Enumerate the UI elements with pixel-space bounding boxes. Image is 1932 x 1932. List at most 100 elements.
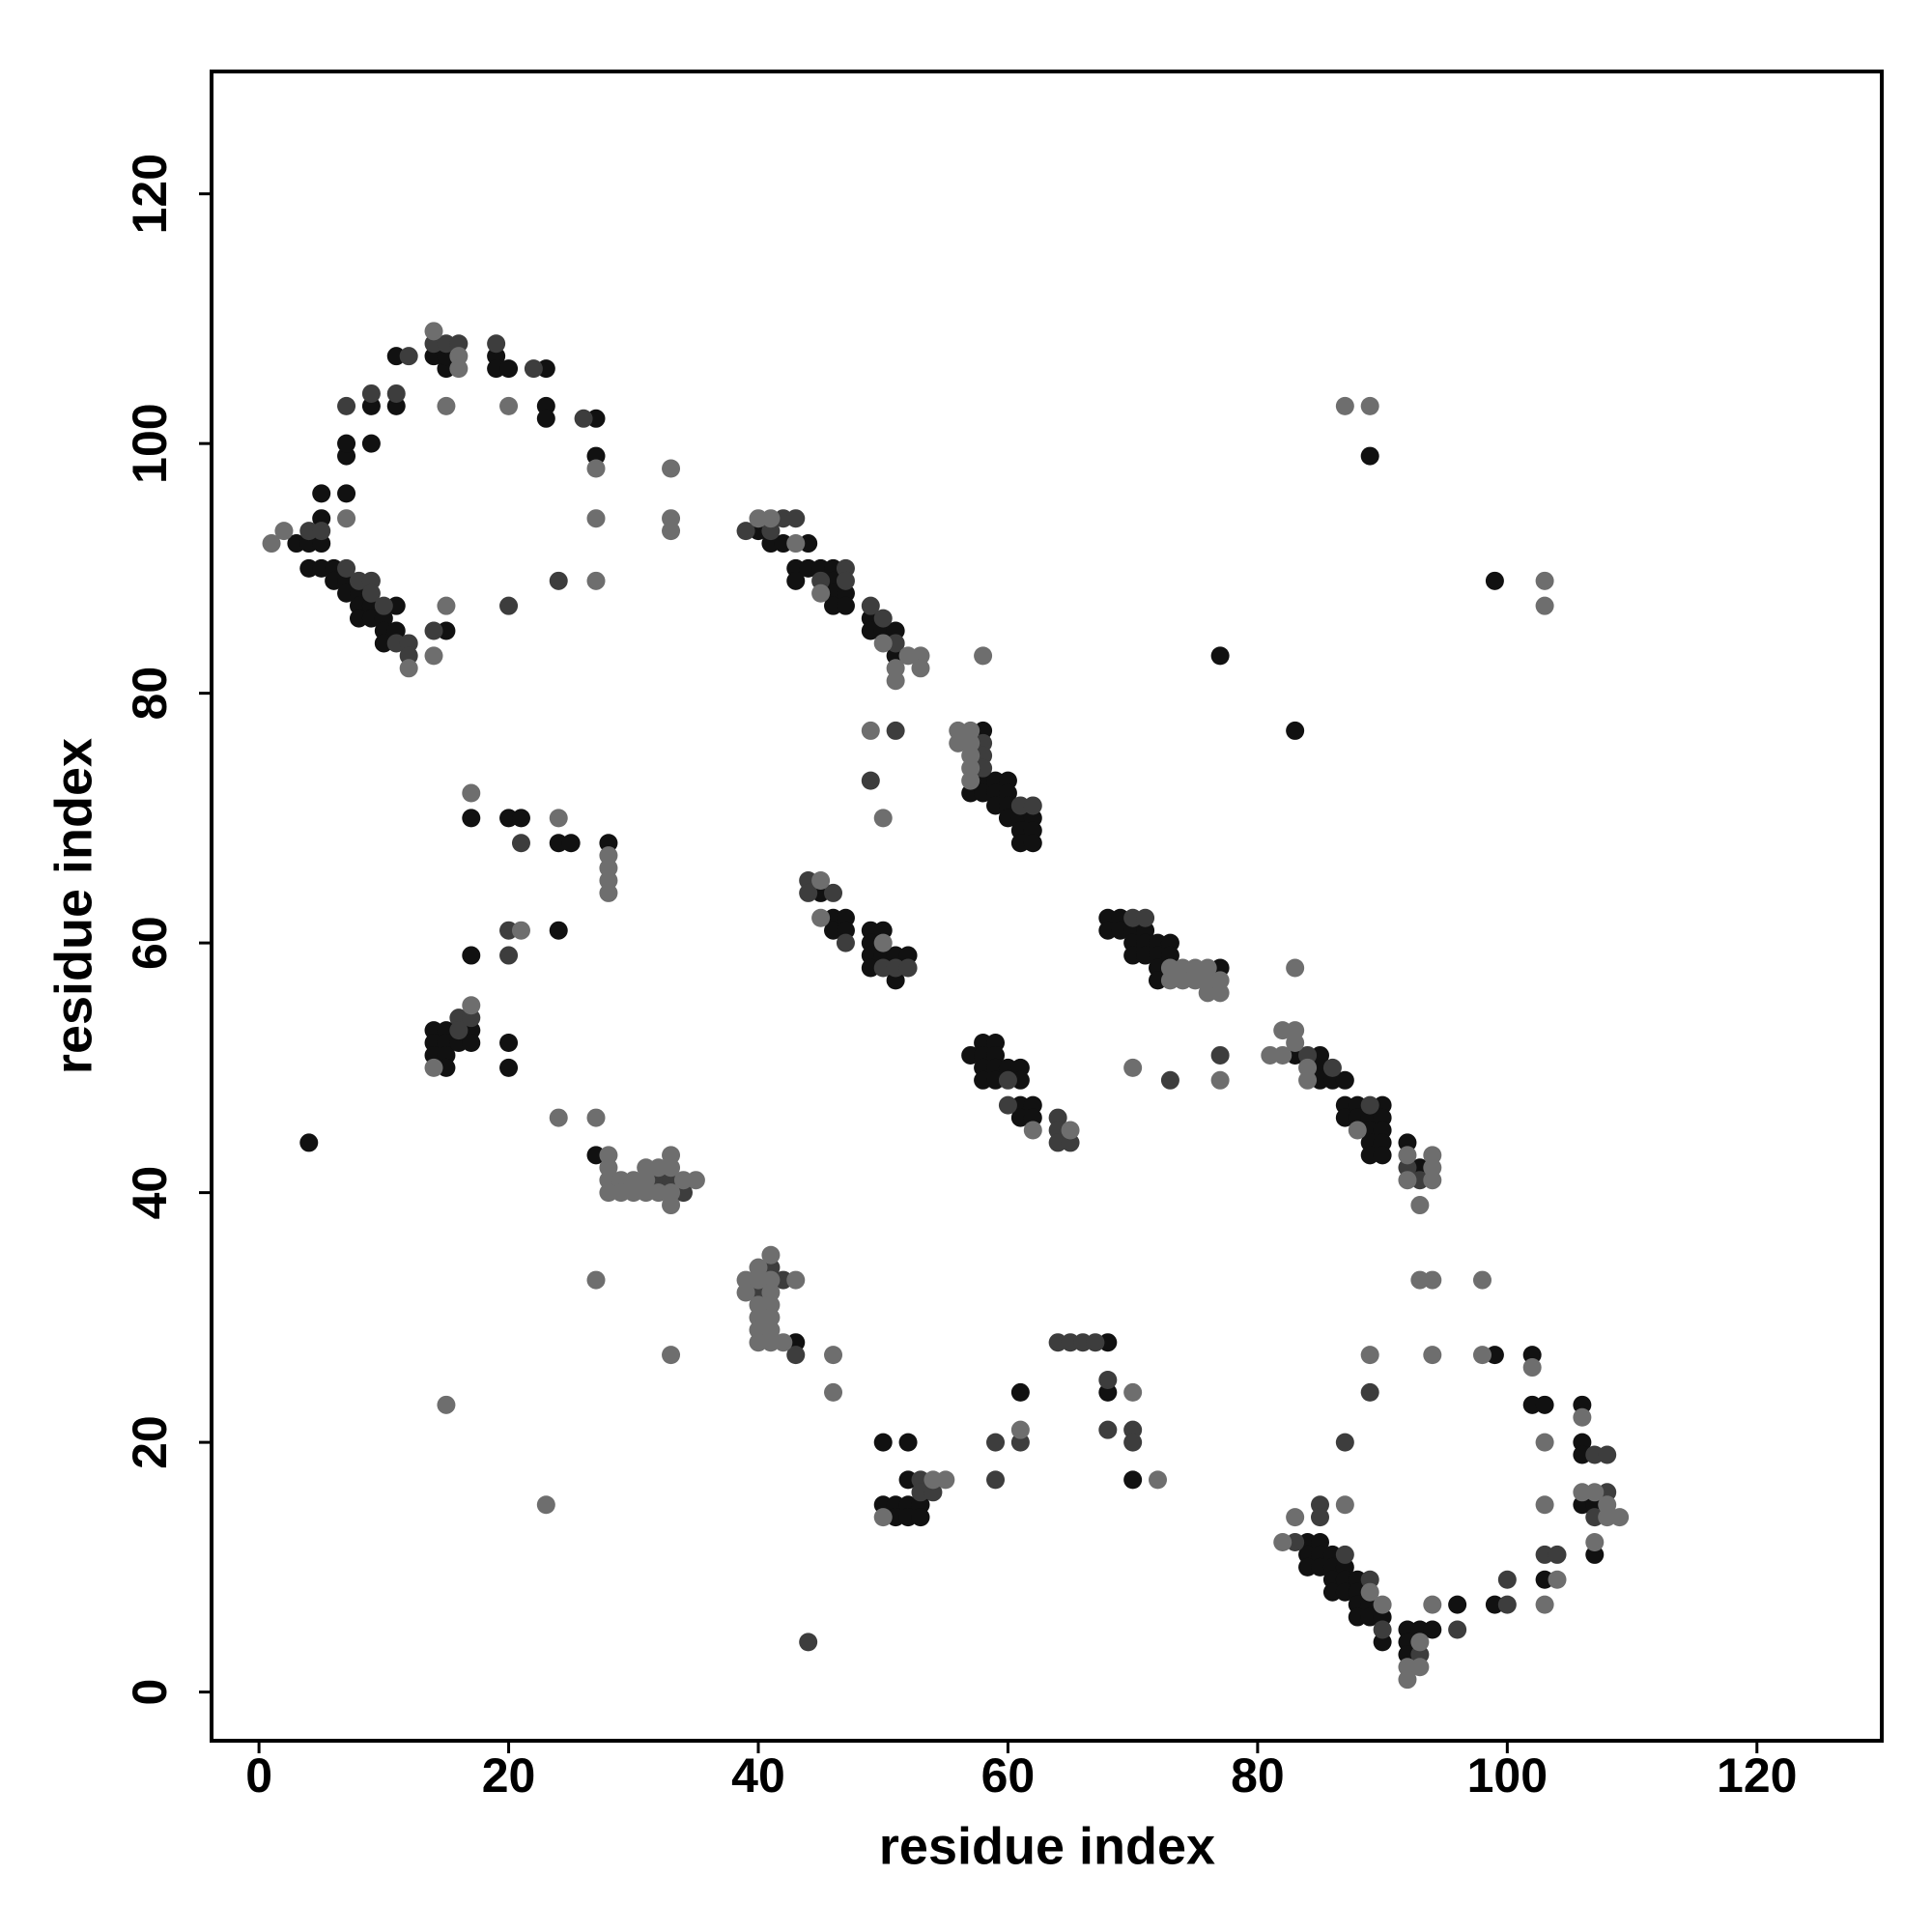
point [824,1346,843,1365]
plot-frame [210,70,1884,1743]
point [786,571,806,590]
point [499,1058,519,1077]
point [1535,1433,1554,1452]
point [424,621,443,640]
point [1585,1533,1605,1552]
point [873,609,893,628]
point [462,946,481,965]
point [499,359,519,379]
point [861,771,880,790]
point [437,1395,456,1414]
point [786,509,806,528]
point [1360,1382,1379,1402]
point [1423,1171,1442,1190]
point [337,558,356,578]
point [1160,1070,1179,1090]
point [337,509,356,528]
point [274,522,294,541]
point [586,509,606,528]
point [1310,1508,1329,1527]
point [1535,571,1554,590]
point [536,409,555,428]
point [312,522,331,541]
point [586,459,606,478]
point [399,347,418,366]
point [386,384,406,403]
point [898,1433,918,1452]
point [462,996,481,1015]
point [424,646,443,666]
point [1585,1483,1605,1502]
point [1123,1058,1143,1077]
point [586,1108,606,1127]
point [1410,1658,1430,1677]
point [1210,646,1230,666]
point [662,1346,681,1365]
point [786,1346,806,1365]
point [361,583,381,603]
point [1023,834,1042,853]
point [499,596,519,615]
point [1535,1395,1554,1414]
point [911,1508,930,1527]
point [1210,1070,1230,1090]
point [1286,958,1305,978]
point [1573,1407,1592,1427]
point [437,596,456,615]
point [1535,596,1554,615]
point [1535,1495,1554,1515]
point [1448,1595,1467,1614]
point [1286,721,1305,740]
y-tick-label: 80 [123,667,177,721]
point [299,1133,319,1152]
point [824,883,843,902]
point [312,484,331,503]
point [1398,1146,1417,1165]
point [549,921,568,940]
point [1497,1570,1517,1589]
point [549,571,568,590]
point [1123,1433,1143,1452]
y-tick-label: 40 [123,1166,177,1220]
point [1423,1620,1442,1639]
point [499,946,519,965]
point [1360,396,1379,415]
point [1335,1433,1354,1452]
point [374,596,393,615]
point [437,396,456,415]
point [337,434,356,453]
point [873,1433,893,1452]
point [1522,1358,1542,1378]
point [1485,571,1504,590]
point [1360,1095,1379,1115]
point [536,1495,555,1515]
point [1123,1382,1143,1402]
point [1373,1146,1392,1165]
point [549,1108,568,1127]
point [574,409,593,428]
point [337,484,356,503]
point [1335,1545,1354,1564]
point [1373,1620,1392,1639]
point [337,396,356,415]
point [1335,396,1354,415]
point [898,958,918,978]
point [524,359,543,379]
point [1535,1595,1554,1614]
point [836,596,855,615]
point [1360,446,1379,466]
point [1098,1370,1118,1389]
point [1398,1171,1417,1190]
x-tick-label: 40 [731,1748,785,1803]
point [1448,1620,1467,1639]
point [836,571,855,590]
point [1023,796,1042,815]
point [1348,1121,1367,1140]
point [511,834,530,853]
point [1497,1595,1517,1614]
point [424,322,443,341]
point [1149,1470,1168,1490]
point [1360,1346,1379,1365]
point [998,1095,1017,1115]
point [1098,1420,1118,1439]
